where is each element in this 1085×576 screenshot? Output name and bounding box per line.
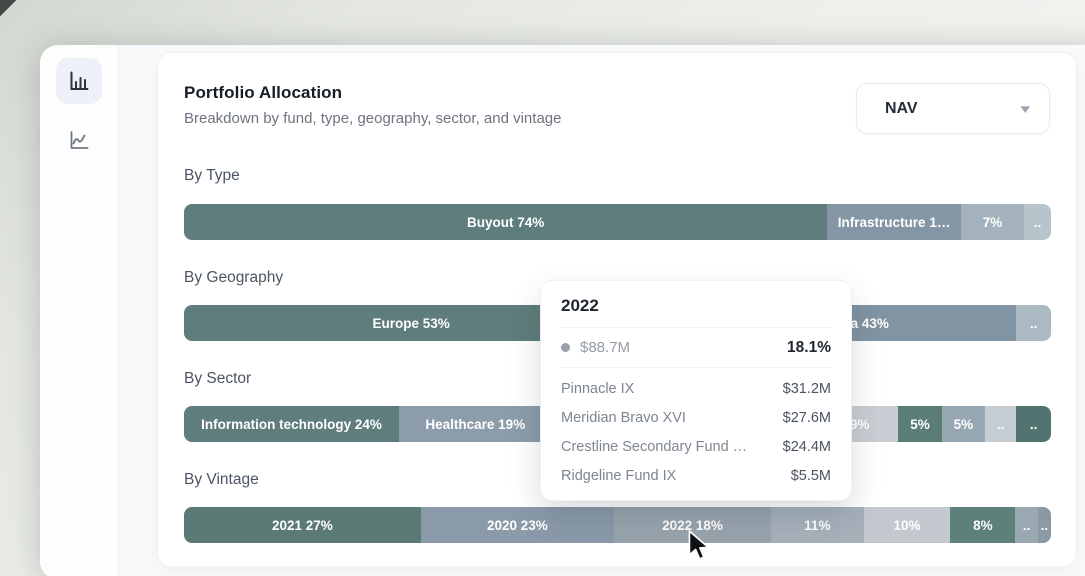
vintage-2022-tooltip: 2022 $88.7M 18.1% Pinnacle IX $31.2M Merid… bbox=[540, 280, 852, 501]
tooltip-fund-list: Pinnacle IX $31.2M Meridian Bravo XVI $27.6… bbox=[561, 368, 831, 490]
bar-segment-label: 7% bbox=[982, 214, 1003, 230]
section-label-geography: By Geography bbox=[184, 269, 284, 286]
bar-segment-label: .. bbox=[1029, 315, 1038, 331]
tooltip-fund-row: Meridian Bravo XVI $27.6M bbox=[561, 403, 831, 432]
tooltip-fund-row: Pinnacle IX $31.2M bbox=[561, 374, 831, 403]
bar-segment-label: Information technology 24% bbox=[201, 416, 382, 432]
bar-segment-label: Infrastructure 1… bbox=[837, 214, 951, 230]
bar-segment[interactable]: Information technology 24% bbox=[184, 406, 400, 442]
bar-segment-label: 8% bbox=[973, 517, 993, 533]
sidebar-divider bbox=[118, 45, 119, 576]
sidebar-item-allocation[interactable] bbox=[56, 58, 102, 104]
bar-segment[interactable]: Infrastructure 1… bbox=[827, 204, 961, 240]
metric-select[interactable]: NAV ▾ bbox=[856, 83, 1050, 134]
tooltip-summary-row: $88.7M 18.1% bbox=[561, 328, 831, 368]
fund-value: $5.5M bbox=[790, 467, 831, 484]
bar-segment-label: 10% bbox=[893, 517, 921, 533]
bar-segment[interactable]: Buyout 74% bbox=[184, 204, 828, 240]
section-label-type: By Type bbox=[184, 167, 240, 184]
bar-segment-label: Europe 53% bbox=[372, 315, 450, 331]
fund-name: Ridgeline Fund IX bbox=[561, 467, 677, 484]
fund-name: Meridian Bravo XVI bbox=[561, 409, 686, 426]
bar-segment[interactable]: 11% bbox=[770, 507, 864, 543]
tooltip-title: 2022 bbox=[561, 296, 831, 328]
bar-segment-label: 2022 18% bbox=[662, 517, 723, 533]
bar-segment[interactable]: .. bbox=[1016, 305, 1051, 341]
mouse-cursor-icon bbox=[688, 530, 710, 560]
bar-segment-label: Healthcare 19% bbox=[425, 416, 526, 432]
bar-segment[interactable]: .. bbox=[1037, 507, 1051, 543]
bar-segment[interactable]: 2021 27% bbox=[184, 507, 421, 543]
metric-select-value: NAV bbox=[885, 99, 918, 117]
bar-segment[interactable]: .. bbox=[1016, 406, 1051, 442]
tooltip-total-pct: 18.1% bbox=[787, 338, 831, 356]
tooltip-fund-row: Crestline Secondary Fund … $24.4M bbox=[561, 432, 831, 461]
bar-segment-label: 5% bbox=[953, 416, 974, 432]
bar-segment[interactable]: 5% bbox=[941, 406, 986, 442]
section-label-sector: By Sector bbox=[184, 370, 252, 387]
screen-corner-accent bbox=[0, 0, 18, 18]
bar-chart-icon bbox=[70, 71, 89, 90]
bar-segment-label: Buyout 74% bbox=[467, 214, 545, 230]
allocation-bar-vintage: 2021 27% 2020 23% 2022 18% 11% 10% 8%.... bbox=[184, 507, 1051, 543]
chevron-down-icon: ▾ bbox=[1020, 100, 1031, 116]
allocation-bar-type: Buyout 74% Infrastructure 1… 7%.. bbox=[184, 204, 1051, 240]
card-title-block: Portfolio Allocation Breakdown by fund, … bbox=[184, 83, 561, 127]
bar-segment-label: 2020 23% bbox=[486, 517, 548, 533]
bar-segment-label: 11% bbox=[804, 517, 831, 533]
page-title: Portfolio Allocation bbox=[184, 83, 343, 102]
bar-segment[interactable]: 7% bbox=[960, 204, 1025, 240]
line-chart-icon bbox=[70, 131, 89, 149]
section-label-vintage: By Vintage bbox=[184, 471, 259, 488]
bar-segment[interactable]: 2020 23% bbox=[420, 507, 615, 543]
bar-segment-label: .. bbox=[1022, 517, 1031, 533]
bar-segment-label: .. bbox=[1029, 416, 1038, 432]
bar-segment-label: 2021 27% bbox=[271, 517, 333, 533]
page-subtitle: Breakdown by fund, type, geography, sect… bbox=[184, 110, 562, 127]
fund-name: Crestline Secondary Fund … bbox=[561, 438, 748, 455]
bar-segment[interactable]: 10% bbox=[863, 507, 951, 543]
sidebar bbox=[40, 45, 118, 576]
bar-segment-label: 9% bbox=[850, 416, 870, 432]
fund-name: Pinnacle IX bbox=[561, 380, 635, 397]
bar-segment[interactable]: 5% bbox=[898, 406, 942, 442]
bar-segment[interactable]: .. bbox=[1015, 507, 1038, 543]
bar-segment-label: 5% bbox=[910, 416, 930, 432]
tooltip-fund-row: Ridgeline Fund IX $5.5M bbox=[561, 461, 831, 490]
bar-segment-label: .. bbox=[1040, 517, 1049, 533]
card-header: Portfolio Allocation Breakdown by fund, … bbox=[184, 83, 1050, 134]
series-dot-icon bbox=[561, 343, 570, 352]
fund-value: $31.2M bbox=[782, 380, 831, 397]
bar-segment-label: .. bbox=[996, 416, 1005, 432]
bar-segment[interactable]: 8% bbox=[950, 507, 1016, 543]
fund-value: $24.4M bbox=[782, 438, 831, 455]
fund-value: $27.6M bbox=[782, 409, 831, 426]
bar-segment[interactable]: Healthcare 19% bbox=[399, 406, 552, 442]
bar-segment[interactable]: .. bbox=[985, 406, 1017, 442]
sidebar-item-performance[interactable] bbox=[56, 117, 102, 163]
tooltip-total-value: $88.7M bbox=[580, 339, 631, 356]
bar-segment[interactable]: .. bbox=[1024, 204, 1051, 240]
bar-segment-label: .. bbox=[1033, 214, 1042, 230]
